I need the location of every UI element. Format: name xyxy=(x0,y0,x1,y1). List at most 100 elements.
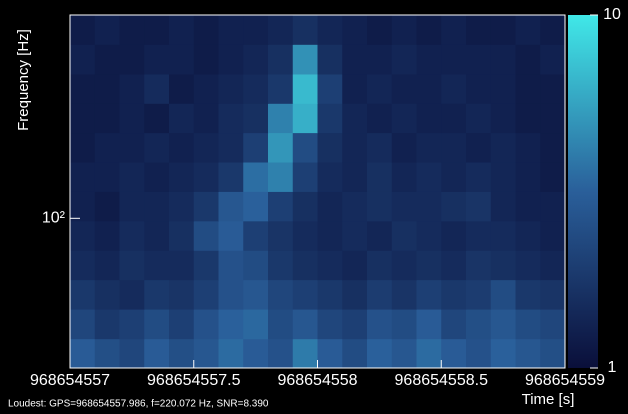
y-axis-label: Frequency [Hz] xyxy=(15,29,32,131)
heatmap-cell xyxy=(194,103,219,133)
x-tick-label: 968654559 xyxy=(525,372,605,389)
heatmap-cell xyxy=(169,74,194,104)
heatmap-cell xyxy=(342,221,367,251)
heatmap-cell xyxy=(342,162,367,192)
heatmap-cell xyxy=(169,250,194,280)
heatmap-cell xyxy=(466,74,491,104)
heatmap-cell xyxy=(243,44,268,74)
heatmap-cell xyxy=(169,162,194,192)
heatmap-cell xyxy=(293,339,318,369)
heatmap-cell xyxy=(540,280,565,310)
heatmap-cell xyxy=(342,339,367,369)
heatmap-cell xyxy=(441,280,466,310)
heatmap-cell xyxy=(243,280,268,310)
heatmap-cell xyxy=(516,162,541,192)
heatmap-cell xyxy=(318,191,343,221)
heatmap-cell xyxy=(441,309,466,339)
heatmap-cell xyxy=(516,221,541,251)
heatmap-cell xyxy=(194,133,219,163)
heatmap-cell xyxy=(367,250,392,280)
heatmap-cell xyxy=(70,162,95,192)
heatmap-cell xyxy=(268,74,293,104)
heatmap-cell xyxy=(491,250,516,280)
heatmap-cell xyxy=(540,44,565,74)
heatmap-cell xyxy=(540,221,565,251)
heatmap-cell xyxy=(70,74,95,104)
heatmap-cell xyxy=(268,44,293,74)
heatmap-cell xyxy=(243,162,268,192)
heatmap-cell xyxy=(194,162,219,192)
heatmap-cell xyxy=(120,191,145,221)
heatmap-cell xyxy=(144,191,169,221)
heatmap-cell xyxy=(466,162,491,192)
heatmap-cell xyxy=(367,339,392,369)
heatmap-cell xyxy=(540,103,565,133)
heatmap-cell xyxy=(243,339,268,369)
heatmap-cell xyxy=(392,162,417,192)
heatmap-cell xyxy=(392,74,417,104)
heatmap-cell xyxy=(367,103,392,133)
heatmap-cell xyxy=(268,191,293,221)
heatmap-cell xyxy=(144,133,169,163)
heatmap-cell xyxy=(417,309,442,339)
heatmap-cell xyxy=(491,133,516,163)
heatmap-cell xyxy=(417,250,442,280)
heatmap-cell xyxy=(392,133,417,163)
heatmap-cell xyxy=(466,250,491,280)
chart: Frequency [Hz] Time [s] Loudest: GPS=968… xyxy=(0,0,628,414)
heatmap-cell xyxy=(194,15,219,45)
heatmap-cell xyxy=(392,191,417,221)
heatmap-cell xyxy=(293,191,318,221)
heatmap-cell xyxy=(392,221,417,251)
heatmap-cell xyxy=(342,191,367,221)
heatmap-cell xyxy=(491,162,516,192)
x-tick-label: 968654557.5 xyxy=(147,372,241,389)
heatmap-cell xyxy=(144,250,169,280)
heatmap-cell xyxy=(219,162,244,192)
heatmap-cell xyxy=(194,339,219,369)
heatmap-cell xyxy=(367,15,392,45)
heatmap-cell xyxy=(392,339,417,369)
heatmap-cell xyxy=(318,15,343,45)
heatmap-cell xyxy=(120,162,145,192)
heatmap-cell xyxy=(516,133,541,163)
heatmap-cell xyxy=(120,133,145,163)
heatmap-cell xyxy=(95,162,120,192)
heatmap-cell xyxy=(120,15,145,45)
heatmap-cell xyxy=(95,15,120,45)
heatmap-cell xyxy=(342,280,367,310)
heatmap-cell xyxy=(243,15,268,45)
heatmap-cell xyxy=(268,280,293,310)
heatmap-cell xyxy=(516,74,541,104)
heatmap-cell xyxy=(95,74,120,104)
heatmap-cell xyxy=(318,221,343,251)
heatmap-cell xyxy=(342,74,367,104)
heatmap-cell xyxy=(466,44,491,74)
heatmap-cell xyxy=(466,221,491,251)
heatmap-cell xyxy=(268,103,293,133)
heatmap-cell xyxy=(417,44,442,74)
heatmap-cell xyxy=(367,280,392,310)
heatmap-cell xyxy=(466,191,491,221)
heatmap-cell xyxy=(516,103,541,133)
heatmap-cell xyxy=(194,250,219,280)
heatmap-cell xyxy=(491,15,516,45)
heatmap-cell xyxy=(293,280,318,310)
heatmap-cell xyxy=(392,103,417,133)
heatmap-cell xyxy=(392,15,417,45)
heatmap-cell xyxy=(243,250,268,280)
heatmap-cell xyxy=(95,250,120,280)
heatmap-cell xyxy=(219,191,244,221)
heatmap-cell xyxy=(491,309,516,339)
heatmap-cell xyxy=(144,221,169,251)
heatmap-cell xyxy=(318,133,343,163)
heatmap-cell xyxy=(70,133,95,163)
heatmap-cell xyxy=(243,133,268,163)
heatmap-cell xyxy=(392,250,417,280)
heatmap-cell xyxy=(243,221,268,251)
heatmap-cell xyxy=(268,339,293,369)
heatmap-cell xyxy=(540,339,565,369)
heatmap-cell xyxy=(293,162,318,192)
heatmap-cell xyxy=(491,339,516,369)
heatmap-cell xyxy=(144,162,169,192)
